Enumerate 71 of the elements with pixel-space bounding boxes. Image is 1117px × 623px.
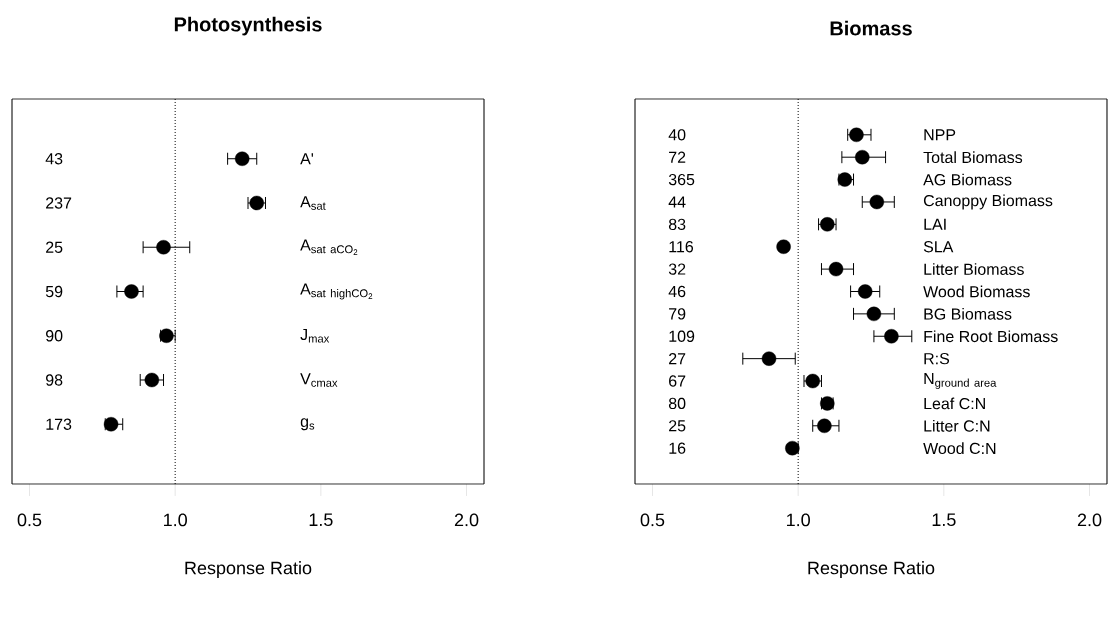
annotation: 90: [46, 330, 63, 342]
x-tick-label: 1.5: [309, 513, 333, 527]
annotation: 80: [668, 397, 686, 410]
annotation: 109: [669, 330, 695, 342]
x-tick-label: 1.5: [932, 513, 956, 527]
y-tick-label: Fine Root Biomass: [924, 330, 1058, 343]
y-tick-label: Litter Biomass: [924, 263, 1024, 275]
y-tick-label: J$_{max}$: [300, 328, 330, 343]
point: [828, 261, 844, 277]
annotation: 72: [669, 151, 686, 163]
y-tick-label: R:S: [924, 352, 950, 365]
annotation: 16: [669, 442, 686, 454]
y-tick-label: Wood Biomass: [923, 285, 1030, 298]
y-tick-label: A': [300, 153, 314, 165]
y-tick-label: Wood C:N: [923, 442, 996, 455]
annotation: 237: [46, 197, 72, 209]
x-tick-label: 1.0: [164, 513, 187, 527]
point: [761, 351, 777, 366]
chart-title: Biomass: [830, 20, 912, 36]
y-tick-label: LAI: [924, 218, 946, 230]
x-axis-title: Response Ratio: [185, 561, 312, 578]
annotation: 25: [46, 241, 63, 253]
y-tick-label: $\mathrm{A_{sat\ aCO_{2}}}$: [300, 239, 358, 255]
point: [849, 127, 864, 142]
point: [124, 284, 139, 299]
point: [884, 329, 899, 344]
point: [103, 417, 119, 432]
annotation: 27: [669, 353, 686, 365]
annotation: 40: [668, 129, 686, 141]
x-tick-label: 0.5: [640, 513, 665, 527]
point: [866, 306, 882, 322]
annotation: 67: [669, 375, 686, 387]
y-tick-label: $\mathrm{A_{sat\ highCO_{2}}}$: [300, 283, 373, 300]
annotation: 83: [668, 218, 686, 230]
annotation: 43: [45, 153, 63, 165]
point: [144, 372, 160, 388]
annotation: 25: [669, 420, 686, 432]
y-tick-label: SLA: [923, 241, 954, 253]
x-axis-title: Response Ratio: [808, 561, 935, 578]
annotation: 365: [668, 173, 695, 186]
chart-title: Photosynthesis: [174, 16, 322, 36]
point: [855, 149, 870, 165]
annotation: 59: [45, 285, 63, 298]
x-tick-label: 1.0: [787, 513, 810, 527]
y-tick-label: Canoppy Biomass: [923, 194, 1053, 210]
annotation: 79: [669, 308, 686, 320]
y-tick-label: BG Biomass: [924, 308, 1012, 320]
point: [234, 151, 250, 166]
x-tick-label: 2.0: [454, 513, 479, 527]
y-tick-label: A$_{sat}$: [300, 196, 326, 210]
annotation: 32: [668, 263, 686, 275]
point: [776, 239, 791, 254]
y-tick-label: AG Biomass: [923, 173, 1012, 186]
point: [156, 240, 171, 255]
x-tick-label: 2.0: [1077, 513, 1102, 527]
annotation: 116: [669, 241, 694, 253]
annotation: 173: [46, 418, 72, 430]
y-tick-label: Litter C:N: [924, 419, 990, 432]
y-tick-label: Total Biomass: [923, 151, 1023, 164]
annotation: 44: [668, 196, 686, 208]
annotation: 46: [668, 285, 686, 298]
annotation: 98: [46, 374, 63, 386]
point: [817, 418, 832, 433]
y-tick-label: Leaf C:N: [924, 397, 985, 410]
point: [869, 194, 885, 210]
y-tick-label: NPP: [924, 129, 956, 141]
y-tick-label: g$_{s}$: [300, 418, 315, 431]
point: [857, 284, 873, 299]
y-tick-label: V$_{cmax}$: [300, 373, 338, 387]
x-tick-label: 0.5: [17, 513, 42, 527]
y-tick-label: $\mathrm{N_{ground\ area}}$: [924, 373, 997, 389]
